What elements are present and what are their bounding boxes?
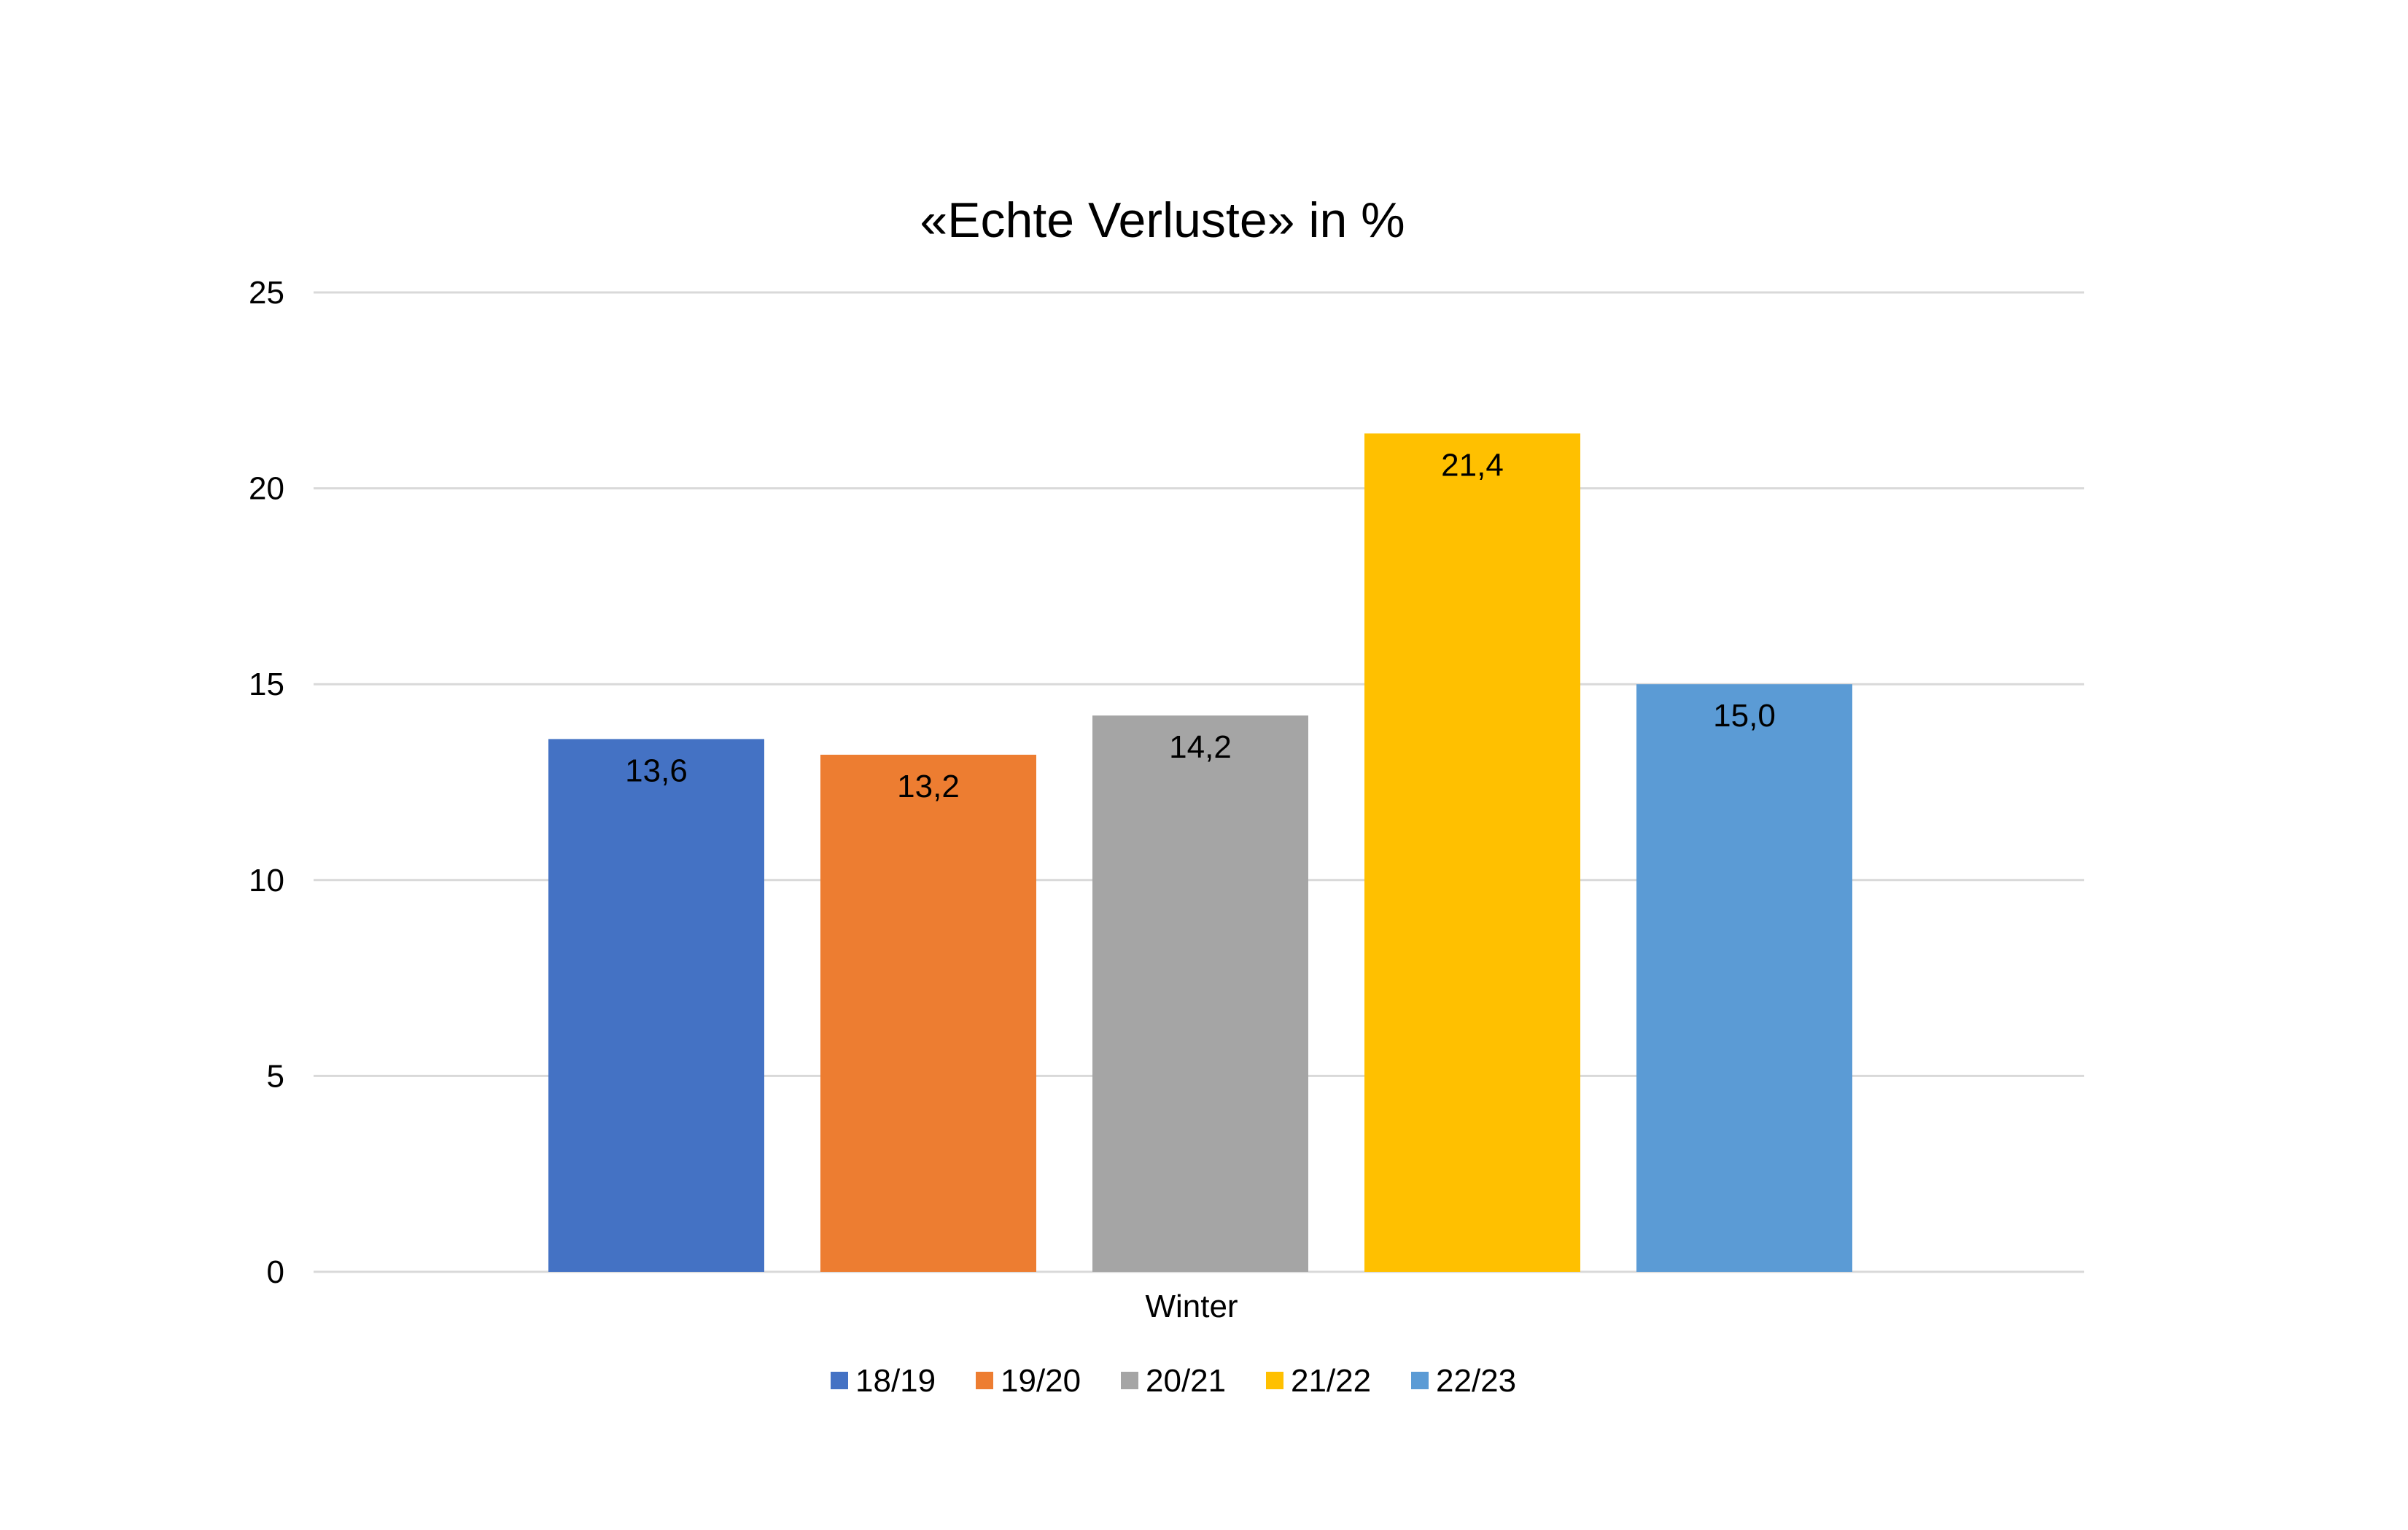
data-label: 15,0 [1713, 698, 1776, 734]
legend-swatch [831, 1372, 848, 1389]
legend-swatch [1266, 1372, 1283, 1389]
bar-21-22 [1364, 433, 1580, 1272]
legend-label: 22/23 [1436, 1363, 1516, 1399]
y-tick-label: 20 [249, 471, 284, 507]
bars [548, 433, 1852, 1272]
bar-22-23 [1636, 684, 1852, 1272]
bar-20-21 [1092, 715, 1308, 1272]
legend-swatch [1411, 1372, 1429, 1389]
data-label: 13,2 [897, 769, 960, 804]
legend-label: 20/21 [1146, 1363, 1226, 1399]
y-tick-label: 25 [249, 275, 284, 311]
data-label: 14,2 [1169, 729, 1232, 765]
legend-swatch [1121, 1372, 1138, 1389]
data-label: 21,4 [1441, 447, 1504, 483]
y-axis-tick-labels: 0 5 10 15 20 25 [249, 275, 284, 1290]
bar-19-20 [820, 754, 1036, 1272]
y-tick-label: 15 [249, 667, 284, 702]
bar-18-19 [548, 739, 764, 1272]
x-axis-category-label: Winter [1145, 1289, 1238, 1324]
chart-title: «Echte Verluste» in % [920, 193, 1405, 248]
legend-label: 18/19 [855, 1363, 936, 1399]
legend-label: 19/20 [1001, 1363, 1081, 1399]
legend-label: 21/22 [1291, 1363, 1371, 1399]
legend-swatch [976, 1372, 993, 1389]
data-labels: 13,6 13,2 14,2 21,4 15,0 [625, 447, 1776, 804]
legend: 18/19 19/20 20/21 21/22 22/23 [831, 1363, 1516, 1399]
data-label: 13,6 [625, 753, 688, 788]
y-tick-label: 0 [267, 1254, 284, 1290]
y-tick-label: 5 [267, 1058, 284, 1094]
y-tick-label: 10 [249, 863, 284, 898]
